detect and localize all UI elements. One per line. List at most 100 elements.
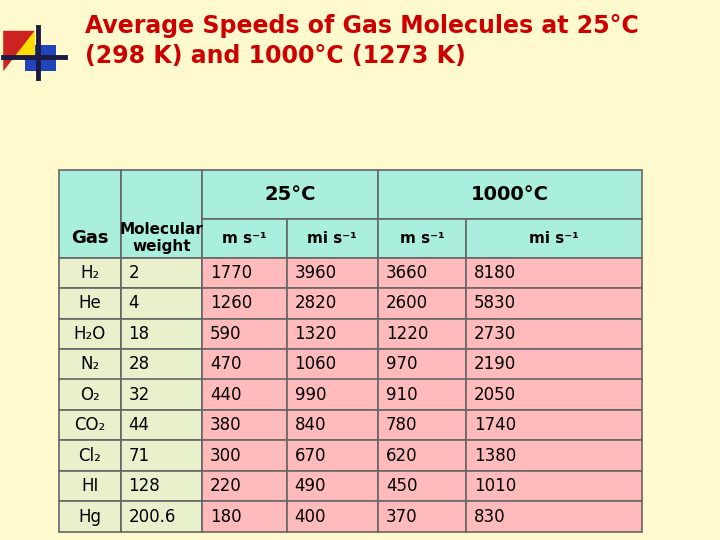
Bar	[58, 380, 120, 410]
Text: 380: 380	[210, 416, 241, 434]
Bar	[378, 471, 466, 502]
Text: He: He	[78, 294, 101, 312]
Bar	[24, 45, 56, 71]
Text: 71: 71	[128, 447, 150, 465]
Text: 2730: 2730	[474, 325, 516, 343]
Bar	[58, 410, 120, 441]
Text: 1380: 1380	[474, 447, 516, 465]
Bar	[202, 441, 287, 471]
Text: 5830: 5830	[474, 294, 516, 312]
Bar	[466, 502, 642, 532]
Text: 300: 300	[210, 447, 241, 465]
Text: 1060: 1060	[294, 355, 337, 373]
Text: 400: 400	[294, 508, 326, 525]
Text: 3660: 3660	[386, 264, 428, 282]
Text: 1740: 1740	[474, 416, 516, 434]
Bar	[378, 288, 466, 319]
Text: 440: 440	[210, 386, 241, 404]
Bar	[378, 380, 466, 410]
Text: 2050: 2050	[474, 386, 516, 404]
Text: O₂: O₂	[80, 386, 99, 404]
Bar	[287, 410, 378, 441]
Text: N₂: N₂	[80, 355, 99, 373]
Bar	[378, 502, 466, 532]
Text: 25°C: 25°C	[264, 185, 316, 204]
Bar	[58, 258, 120, 288]
Text: 44: 44	[128, 416, 149, 434]
Text: 1770: 1770	[210, 264, 252, 282]
Text: m s⁻¹: m s⁻¹	[400, 231, 444, 246]
Text: 4: 4	[128, 294, 139, 312]
Bar	[120, 441, 202, 471]
Bar	[202, 170, 378, 219]
Bar	[466, 319, 642, 349]
Bar	[287, 441, 378, 471]
Text: 200.6: 200.6	[128, 508, 176, 525]
Text: 1000°C: 1000°C	[471, 185, 549, 204]
Bar	[202, 380, 287, 410]
Text: 970: 970	[386, 355, 418, 373]
Bar	[378, 410, 466, 441]
Bar	[120, 170, 202, 258]
Text: 2820: 2820	[294, 294, 337, 312]
Text: HI: HI	[81, 477, 99, 495]
Bar	[120, 258, 202, 288]
Bar	[466, 288, 642, 319]
Bar	[120, 410, 202, 441]
Bar	[202, 502, 287, 532]
Text: 830: 830	[474, 508, 505, 525]
Bar	[378, 170, 642, 219]
Text: H₂: H₂	[80, 264, 99, 282]
Text: mi s⁻¹: mi s⁻¹	[529, 231, 579, 246]
Bar	[378, 441, 466, 471]
Text: 220: 220	[210, 477, 242, 495]
Text: 370: 370	[386, 508, 418, 525]
Text: 780: 780	[386, 416, 418, 434]
Text: 128: 128	[128, 477, 160, 495]
Bar	[58, 319, 120, 349]
Bar	[287, 288, 378, 319]
Bar	[120, 349, 202, 380]
Text: 1220: 1220	[386, 325, 428, 343]
Text: Molecular
weight: Molecular weight	[120, 222, 203, 254]
Text: 28: 28	[128, 355, 150, 373]
Text: 670: 670	[294, 447, 326, 465]
Bar	[202, 471, 287, 502]
Text: 450: 450	[386, 477, 418, 495]
Text: m s⁻¹: m s⁻¹	[222, 231, 267, 246]
Text: 3960: 3960	[294, 264, 337, 282]
Bar	[287, 380, 378, 410]
Bar	[58, 502, 120, 532]
Bar	[287, 319, 378, 349]
Text: 2190: 2190	[474, 355, 516, 373]
Bar	[202, 410, 287, 441]
Bar	[58, 349, 120, 380]
Bar	[202, 319, 287, 349]
Bar	[58, 471, 120, 502]
Bar	[120, 502, 202, 532]
Text: Gas: Gas	[71, 229, 109, 247]
Text: 1320: 1320	[294, 325, 337, 343]
Text: mi s⁻¹: mi s⁻¹	[307, 231, 357, 246]
Bar	[466, 219, 642, 258]
Text: 8180: 8180	[474, 264, 516, 282]
Bar	[378, 258, 466, 288]
Bar	[202, 219, 287, 258]
Bar	[120, 380, 202, 410]
Bar	[378, 219, 466, 258]
Bar	[466, 471, 642, 502]
Text: 990: 990	[294, 386, 326, 404]
Bar	[287, 219, 378, 258]
Bar	[287, 471, 378, 502]
Text: 490: 490	[294, 477, 326, 495]
Text: 1260: 1260	[210, 294, 252, 312]
Bar	[58, 288, 120, 319]
Text: 620: 620	[386, 447, 418, 465]
Text: H₂O: H₂O	[73, 325, 106, 343]
Text: 2: 2	[128, 264, 139, 282]
Bar	[202, 258, 287, 288]
Bar	[466, 349, 642, 380]
Text: 32: 32	[128, 386, 150, 404]
Bar	[466, 441, 642, 471]
Bar	[287, 502, 378, 532]
